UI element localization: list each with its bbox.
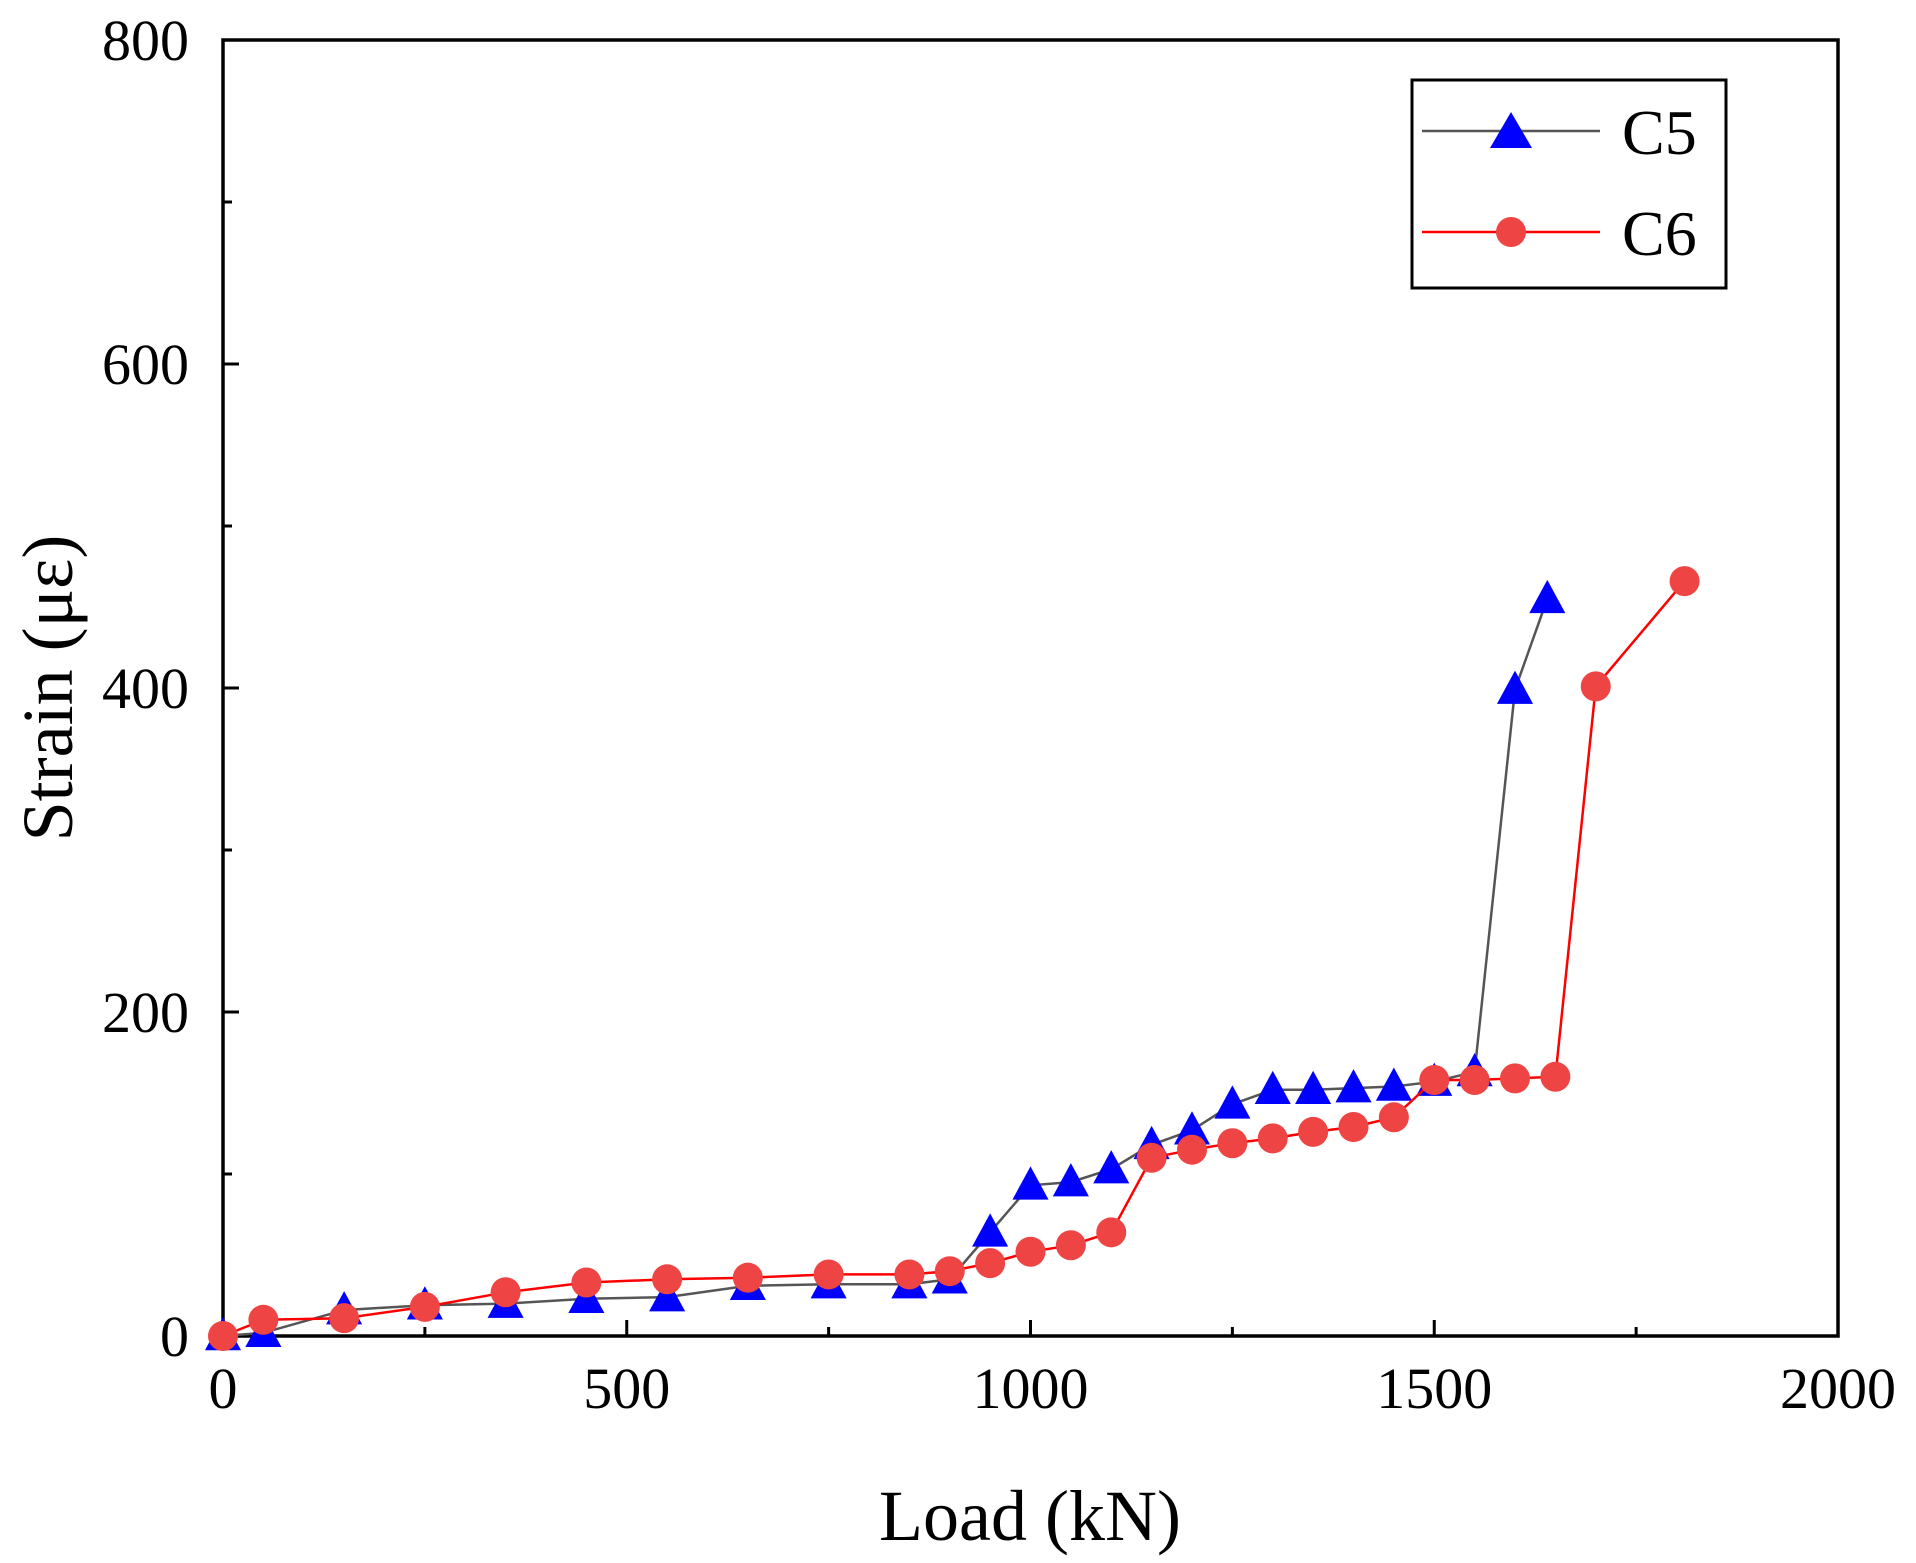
x-tick-label: 0 (209, 1356, 238, 1421)
x-tick-label: 500 (583, 1356, 670, 1421)
data-point-c6 (1257, 1123, 1288, 1154)
y-tick-label: 0 (160, 1304, 189, 1369)
series-line-c6 (222, 580, 1686, 1338)
data-point-c6 (732, 1262, 763, 1293)
legend-marker-c5-icon (1490, 112, 1532, 148)
y-tick-label: 800 (102, 8, 189, 73)
data-point-c5 (1335, 1069, 1372, 1103)
data-point-c6 (1217, 1128, 1248, 1159)
data-point-c5 (1173, 1111, 1211, 1145)
data-point-c5 (1529, 579, 1566, 614)
data-point-c6 (1580, 671, 1611, 702)
legend-label-c6: C6 (1622, 198, 1697, 269)
y-tick-label: 600 (102, 332, 189, 397)
x-tick-label: 1000 (973, 1356, 1089, 1421)
data-point-c5 (1052, 1163, 1089, 1197)
data-point-c5 (1295, 1070, 1332, 1105)
legend-marker-c6-icon (1496, 217, 1526, 247)
data-point-c5 (649, 1278, 686, 1312)
data-point-c6 (813, 1259, 844, 1290)
data-point-c5 (972, 1213, 1009, 1247)
data-point-c5 (1012, 1166, 1049, 1200)
data-point-c6 (1540, 1061, 1571, 1092)
data-point-c6 (571, 1267, 602, 1298)
data-point-c6 (1378, 1102, 1409, 1133)
data-point-c6 (329, 1303, 360, 1334)
data-point-c6 (975, 1248, 1006, 1279)
data-point-c5 (1375, 1067, 1412, 1101)
data-point-c6 (934, 1256, 965, 1287)
y-tick-label: 200 (102, 980, 189, 1045)
data-point-c6 (248, 1304, 279, 1335)
data-point-c6 (409, 1291, 440, 1322)
data-point-c6 (490, 1277, 521, 1308)
x-tick-label: 2000 (1780, 1356, 1896, 1421)
data-point-c6 (894, 1259, 925, 1290)
data-point-c6 (1419, 1065, 1450, 1096)
legend-label-c5: C5 (1622, 97, 1697, 168)
legend-frame (1410, 78, 1728, 290)
data-point-c6 (652, 1264, 683, 1295)
data-point-c6 (1136, 1142, 1167, 1173)
x-tick-label: 1500 (1376, 1356, 1492, 1421)
x-axis-title: Load (kN) (879, 1476, 1181, 1556)
data-point-c5 (1093, 1150, 1130, 1184)
data-point-c6 (1338, 1112, 1369, 1143)
data-point-c5 (1214, 1085, 1251, 1119)
data-point-c5 (1496, 670, 1534, 704)
data-point-c6 (1669, 566, 1700, 597)
data-point-c6 (1015, 1236, 1046, 1267)
data-point-c6 (1459, 1065, 1490, 1096)
y-axis-title: Strain (με) (8, 535, 88, 842)
data-point-c6 (1055, 1230, 1086, 1261)
data-point-c5 (1254, 1070, 1291, 1105)
data-point-c6 (1177, 1134, 1207, 1165)
y-tick-label: 400 (102, 656, 189, 721)
legend: C5 C6 (1410, 78, 1728, 290)
data-point-c6 (1298, 1116, 1329, 1147)
data-point-c6 (1500, 1063, 1530, 1094)
data-point-c6 (208, 1321, 238, 1351)
data-point-c6 (1096, 1217, 1127, 1248)
